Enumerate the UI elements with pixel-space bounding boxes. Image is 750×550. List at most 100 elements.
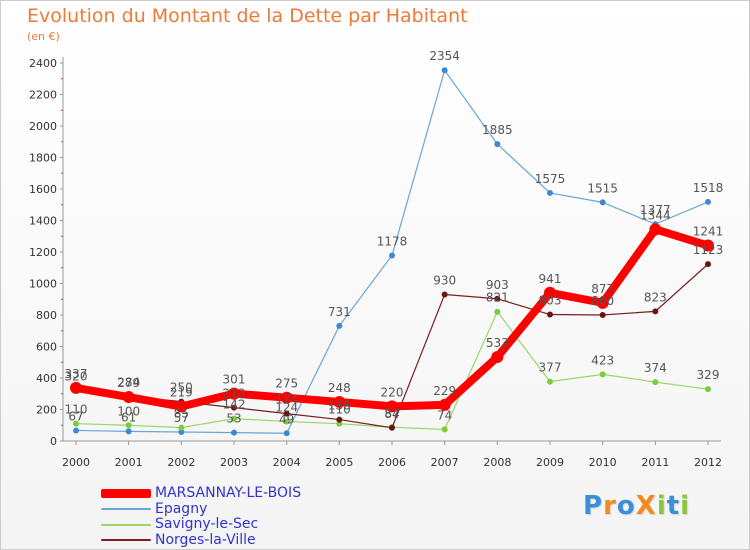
data-label: 941 <box>539 272 562 286</box>
y-tick-label: 1800 <box>29 152 57 165</box>
data-point <box>596 296 609 309</box>
data-label: 57 <box>174 411 189 425</box>
y-tick-label: 1200 <box>29 246 57 259</box>
data-point <box>73 420 79 427</box>
x-tick-label: 2006 <box>378 456 406 469</box>
data-label: 803 <box>539 294 562 308</box>
data-label: 930 <box>433 274 456 288</box>
data-label: 320 <box>65 370 88 384</box>
x-tick-label: 2010 <box>589 456 617 469</box>
data-point <box>389 252 395 259</box>
x-tick-label: 2007 <box>431 456 459 469</box>
data-label: 248 <box>328 381 351 395</box>
data-point <box>280 391 293 404</box>
x-tick-label: 2002 <box>167 456 195 469</box>
data-point <box>125 428 132 435</box>
data-point <box>494 141 501 148</box>
data-point <box>544 286 556 299</box>
data-point <box>336 322 343 329</box>
data-point <box>283 418 290 425</box>
y-tick-label: 400 <box>36 372 57 385</box>
legend: MARSANNAY-LE-BOIS Epagny Savigny-le-Sec Nor… <box>101 485 302 549</box>
y-tick-label: 1400 <box>29 215 57 228</box>
data-point <box>649 223 662 236</box>
data-point <box>494 308 501 315</box>
y-tick-label: 600 <box>36 341 57 354</box>
legend-label: Norges-la-Ville <box>155 531 256 548</box>
logo-letter: r <box>603 491 617 521</box>
data-point <box>441 426 448 433</box>
x-tick-label: 2004 <box>273 456 301 469</box>
data-label: 1885 <box>482 123 513 137</box>
legend-label: Savigny-le-Sec <box>155 516 259 532</box>
proxiti-logo: ProXiti <box>583 491 690 521</box>
data-label: 1241 <box>693 225 724 239</box>
x-tick-label: 2000 <box>62 456 90 469</box>
data-label: 374 <box>644 361 667 375</box>
x-tick-label: 2003 <box>220 456 248 469</box>
data-point <box>705 261 711 268</box>
y-tick-label: 200 <box>36 404 57 417</box>
data-point <box>228 387 240 400</box>
series-line-1 <box>75 69 709 434</box>
logo-letter: P <box>583 491 604 521</box>
legend-label: Epagny <box>155 500 208 517</box>
legend-label: MARSANNAY-LE-BOIS <box>155 485 302 501</box>
y-tick-label: 2200 <box>29 89 57 102</box>
data-label: 250 <box>170 381 193 395</box>
data-label: 1123 <box>693 243 724 257</box>
y-tick-label: 0 <box>50 435 57 448</box>
data-label: 337 <box>65 367 88 381</box>
data-label: 2354 <box>429 49 460 63</box>
data-label: 74 <box>437 408 452 422</box>
data-point <box>705 386 711 393</box>
data-label: 84 <box>384 407 399 421</box>
data-point <box>494 295 501 302</box>
y-tick-label: 1000 <box>29 278 57 291</box>
data-label: 87 <box>384 406 399 420</box>
data-label: 821 <box>486 291 509 305</box>
data-label: 49 <box>279 412 294 426</box>
data-point <box>70 381 82 394</box>
chart-unit-label: (en €) <box>27 30 60 43</box>
data-label: 124 <box>275 400 298 414</box>
legend-swatch <box>101 523 151 526</box>
data-label: 800 <box>591 294 614 308</box>
data-point <box>547 189 553 196</box>
data-label: 100 <box>117 404 140 418</box>
y-tick-label: 1600 <box>29 183 57 196</box>
data-point <box>283 410 290 417</box>
data-label: 329 <box>697 368 720 382</box>
data-label: 823 <box>644 290 667 304</box>
data-point <box>175 400 188 413</box>
x-tick-label: 2011 <box>641 456 669 469</box>
legend-item: MARSANNAY-LE-BOIS <box>101 485 302 502</box>
x-tick-label: 2001 <box>115 456 143 469</box>
data-point <box>336 416 343 423</box>
logo-letter: i <box>680 491 691 521</box>
data-point <box>389 424 395 431</box>
data-point <box>386 400 398 413</box>
data-point <box>652 308 659 315</box>
logo-letter: i <box>656 491 667 521</box>
data-label: 903 <box>486 278 509 292</box>
data-label: 110 <box>65 403 88 417</box>
data-point <box>599 199 606 206</box>
data-label: 301 <box>223 373 246 387</box>
data-label: 53 <box>226 412 241 426</box>
data-point <box>441 291 448 298</box>
x-tick-label: 2008 <box>483 456 511 469</box>
data-label: 1178 <box>377 234 408 248</box>
data-label: 61 <box>121 410 136 424</box>
data-point <box>178 424 185 431</box>
data-label: 731 <box>328 305 351 319</box>
logo-letter: X <box>635 491 657 521</box>
data-point <box>652 379 659 386</box>
data-label: 1518 <box>693 181 724 195</box>
data-point <box>599 371 606 378</box>
legend-item: Norges-la-Ville <box>101 531 301 549</box>
data-point <box>438 398 451 411</box>
legend-item: Epagny <box>101 500 301 518</box>
data-point <box>441 67 448 74</box>
